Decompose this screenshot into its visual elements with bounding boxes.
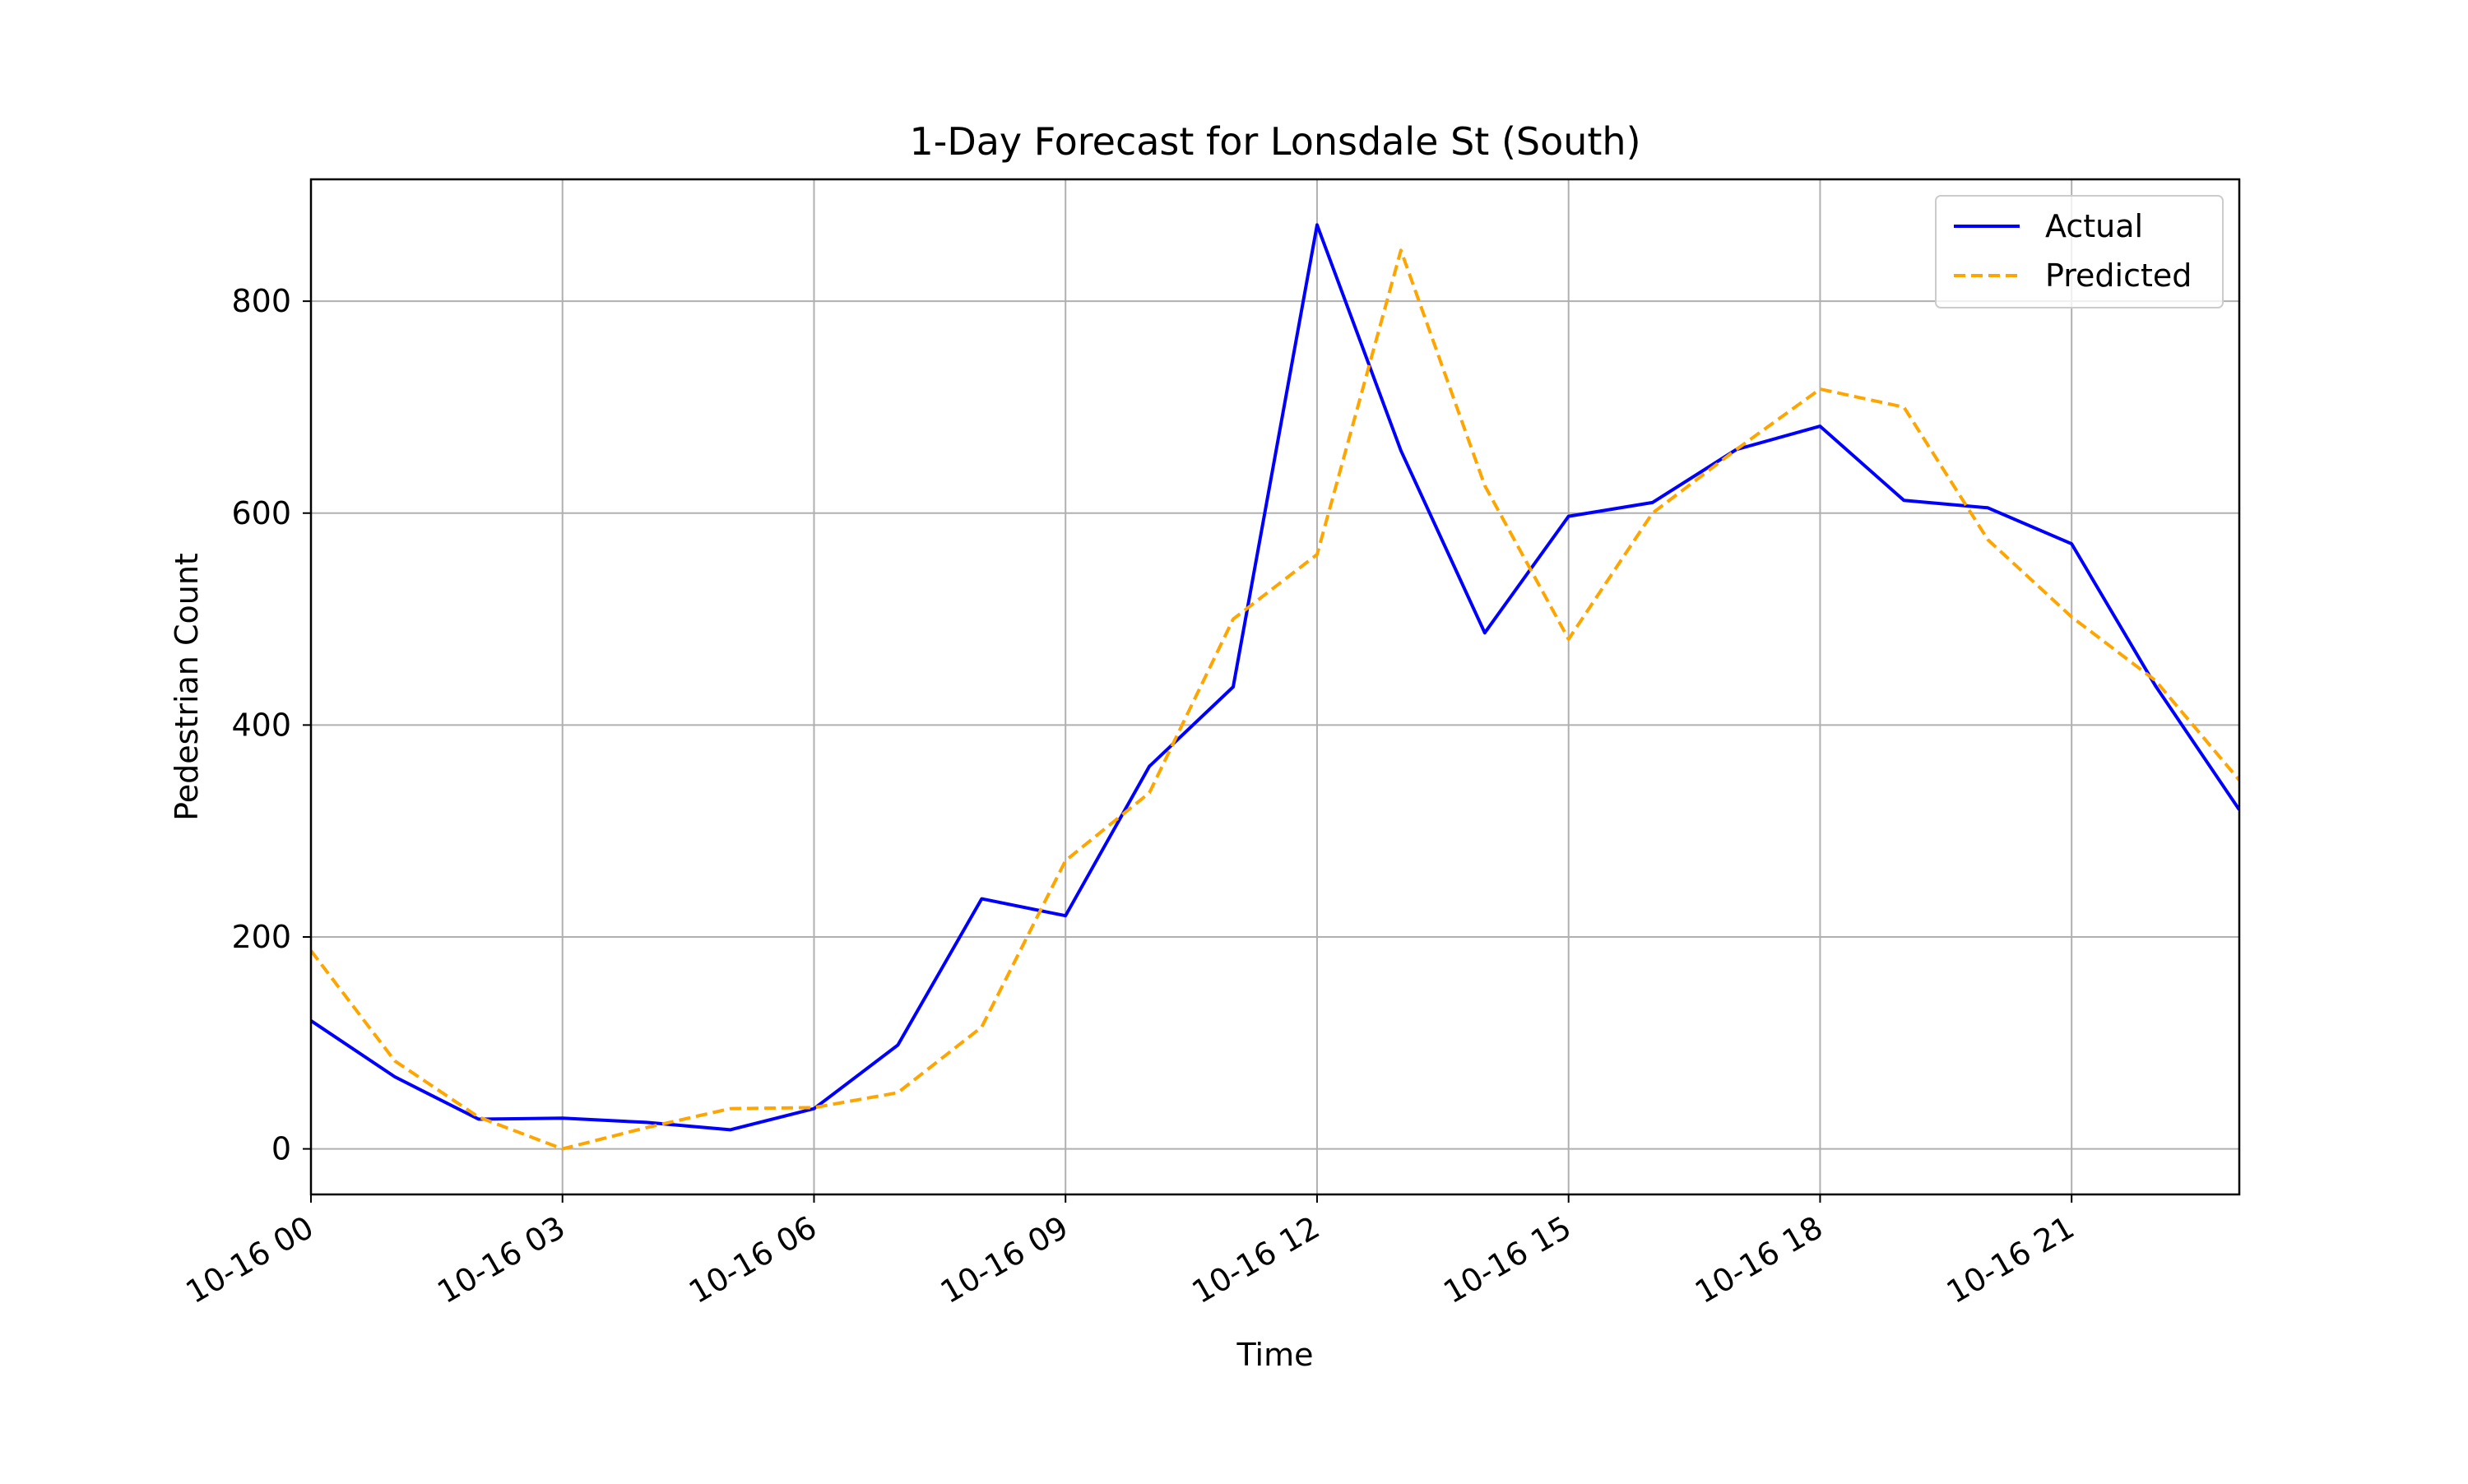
y-tick-label: 0 — [271, 1131, 291, 1167]
series-lines — [311, 223, 2239, 1151]
x-axis-label: Time — [1236, 1337, 1314, 1373]
legend-box — [1935, 195, 2224, 308]
legend: Actual Predicted — [1935, 195, 2224, 308]
chart-title: 1-Day Forecast for Lonsdale St (South) — [909, 119, 1640, 164]
y-axis-label: Pedestrian Count — [169, 553, 205, 821]
plot-frame — [309, 178, 2241, 1196]
series-line-predicted — [311, 248, 2239, 1151]
y-tick-label: 800 — [231, 283, 291, 319]
plot-background — [311, 179, 2239, 1194]
series-line-actual — [311, 223, 2239, 1132]
y-tick-label: 600 — [231, 495, 291, 531]
legend-label-actual: Actual — [2045, 208, 2143, 244]
y-tick-label: 400 — [231, 707, 291, 743]
legend-label-predicted: Predicted — [2045, 257, 2192, 294]
grid — [310, 179, 2239, 1194]
y-tick-label: 200 — [231, 919, 291, 955]
